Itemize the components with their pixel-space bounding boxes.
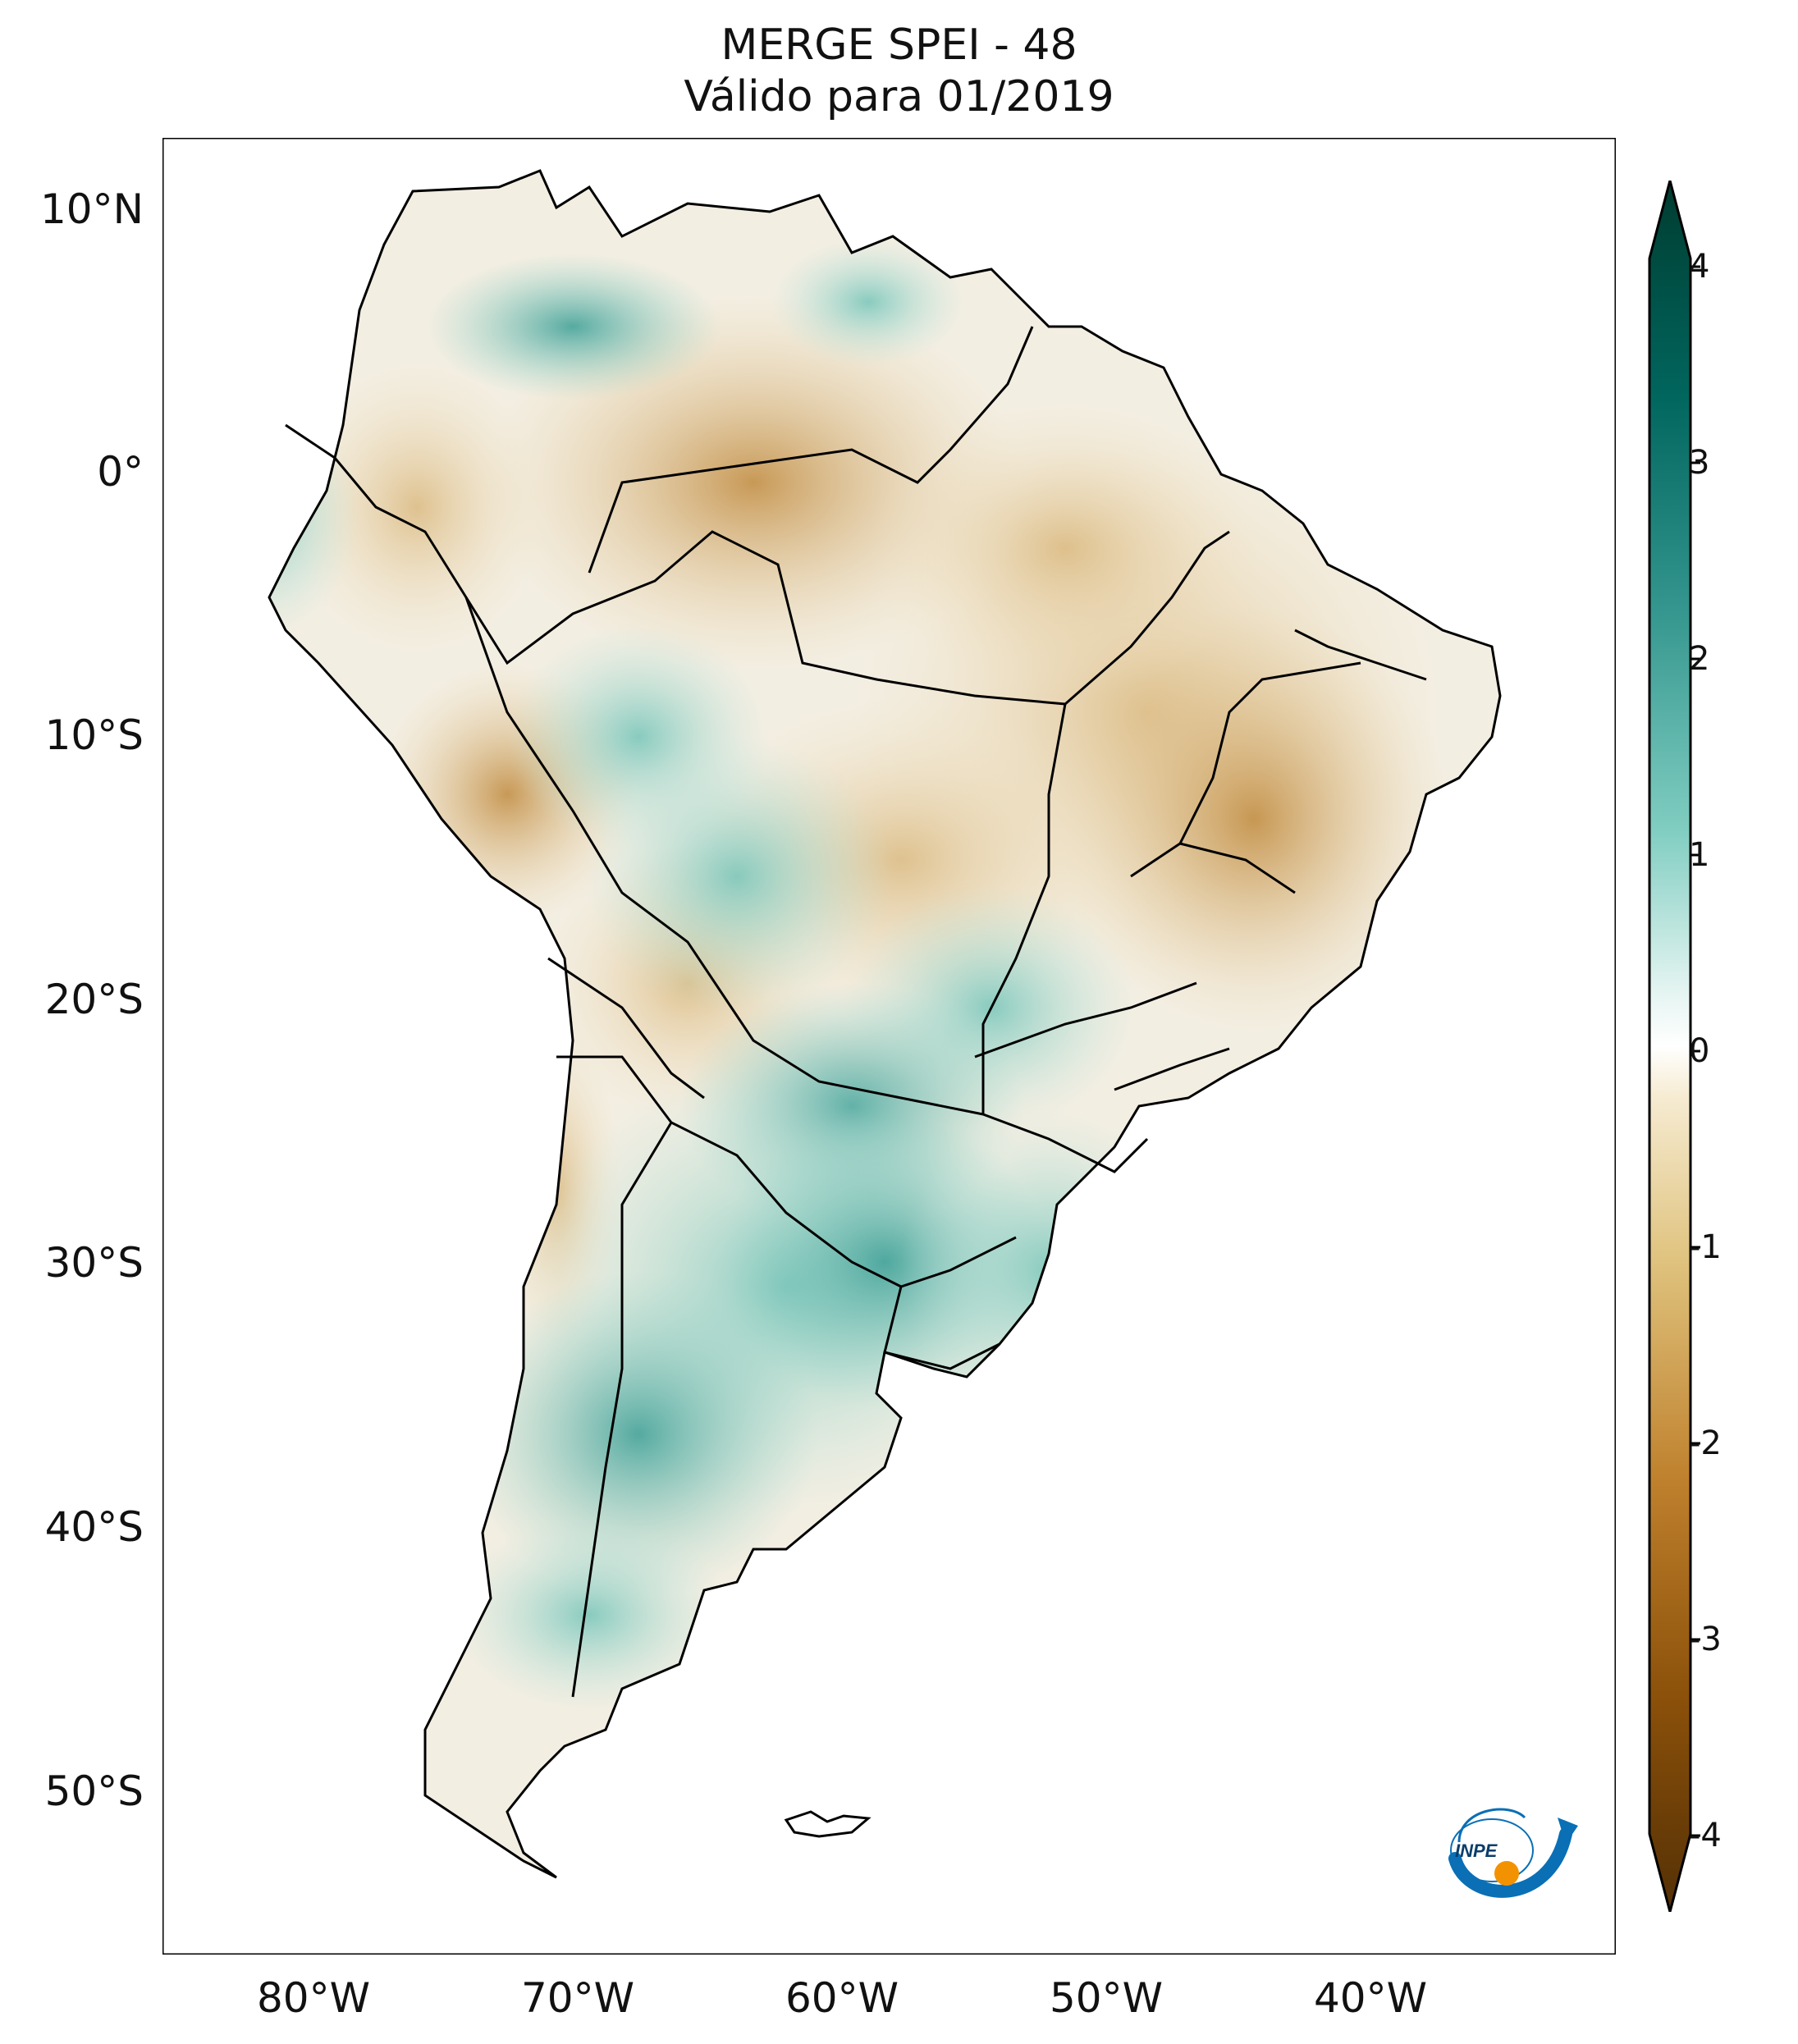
map-subtitle: Válido para 01/2019 — [684, 72, 1114, 121]
map-panel — [162, 138, 1616, 1955]
lon-tick-label: 70°W — [520, 1974, 635, 2022]
colorbar-tick-label: 1 — [1689, 836, 1710, 874]
lat-tick-label: 40°S — [44, 1503, 144, 1551]
lon-tick-label: 40°W — [1313, 1974, 1428, 2022]
lat-tick-label: 30°S — [44, 1239, 144, 1287]
colorbar-tick-label: 0 — [1689, 1032, 1710, 1070]
country-borders — [285, 326, 1427, 1698]
colorbar — [1648, 181, 1700, 1912]
falklands-islands — [784, 1810, 872, 1838]
colorbar-tick-label: -1 — [1689, 1228, 1722, 1266]
inpe-logo: INPE — [1448, 1808, 1578, 1898]
lat-tick-label: 50°S — [44, 1767, 144, 1815]
colorbar-tick-label: 2 — [1689, 640, 1710, 678]
colorbar-tick-label: 4 — [1689, 248, 1710, 286]
colorbar-tick-label: -2 — [1689, 1424, 1722, 1462]
colorbar-tick-label: 3 — [1689, 444, 1710, 482]
lon-tick-label: 60°W — [785, 1974, 899, 2022]
lat-tick-label: 20°S — [44, 976, 144, 1023]
lat-tick-label: 0° — [97, 448, 144, 496]
logo-text: INPE — [1455, 1841, 1498, 1861]
colorbar-tick-label: -3 — [1689, 1621, 1722, 1658]
lat-tick-label: 10°N — [39, 185, 144, 233]
lon-tick-label: 50°W — [1049, 1974, 1164, 2022]
map-title: MERGE SPEI - 48 — [721, 21, 1077, 70]
lon-tick-label: 80°W — [256, 1974, 371, 2022]
colorbar-tick-label: -4 — [1689, 1817, 1722, 1854]
lat-tick-label: 10°S — [44, 711, 144, 759]
